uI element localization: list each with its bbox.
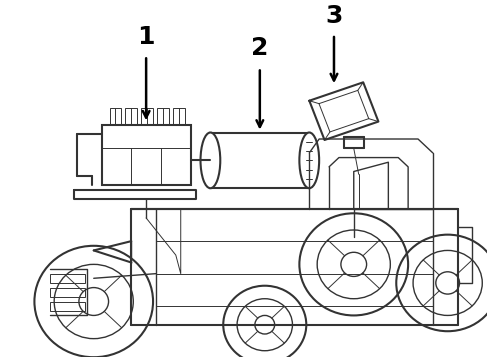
Bar	[141, 108, 153, 125]
Bar	[50, 302, 85, 311]
Bar	[50, 274, 85, 283]
Bar	[157, 108, 169, 125]
Bar	[173, 108, 185, 125]
Ellipse shape	[299, 132, 319, 188]
Ellipse shape	[200, 132, 220, 188]
Bar	[50, 288, 85, 297]
Text: 1: 1	[137, 25, 155, 49]
Text: 2: 2	[251, 36, 269, 60]
Bar	[210, 132, 309, 188]
Bar	[110, 108, 122, 125]
Text: 3: 3	[325, 4, 343, 28]
Bar	[125, 108, 137, 125]
Bar	[101, 125, 191, 185]
